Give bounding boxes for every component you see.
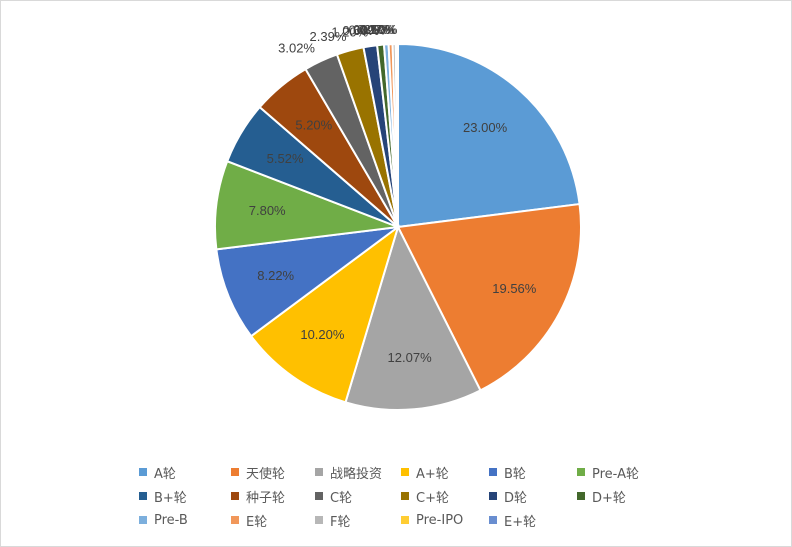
data-label: 7.80%	[249, 203, 286, 218]
legend-item: Pre-IPO	[401, 513, 463, 528]
legend-item: B+轮	[139, 487, 187, 506]
data-label: 3.02%	[278, 40, 315, 55]
data-label: 0.60%	[342, 23, 379, 38]
data-label: 10.20%	[300, 327, 345, 342]
data-label: 0.10%	[359, 22, 396, 37]
legend-label: B轮	[504, 466, 526, 482]
data-label: 19.56%	[492, 281, 537, 296]
legend-item: Pre-A轮	[577, 463, 639, 482]
legend-swatch	[577, 492, 585, 500]
data-label: 2.39%	[310, 29, 347, 44]
legend-item: A轮	[139, 463, 176, 482]
pie-slice	[215, 225, 402, 338]
legend-label: C轮	[330, 490, 353, 506]
legend-item: E轮	[231, 511, 267, 530]
data-label: 5.20%	[295, 118, 332, 133]
legend-swatch	[401, 468, 409, 476]
data-label: 0.10%	[361, 22, 398, 37]
legend-swatch	[231, 516, 239, 524]
legend-item: E+轮	[489, 511, 536, 530]
data-label: 8.22%	[257, 268, 294, 283]
pie-slice	[396, 202, 583, 392]
legend-row: Pre-B E轮 F轮 Pre-IPO E+轮	[139, 508, 699, 532]
legend-item: A+轮	[401, 463, 449, 482]
legend-swatch	[231, 492, 239, 500]
legend-label: B+轮	[154, 490, 187, 506]
legend-label: C+轮	[416, 490, 449, 506]
legend-item: Pre-B	[139, 513, 188, 528]
legend-swatch	[315, 516, 323, 524]
legend-label: D+轮	[592, 490, 626, 506]
data-label: 0.35%	[353, 22, 390, 37]
data-label: 0.27%	[357, 22, 394, 37]
data-label: 1.20%	[331, 24, 368, 39]
legend-item: C轮	[315, 487, 352, 506]
data-label: 23.00%	[463, 120, 508, 135]
legend-label: 种子轮	[246, 490, 286, 506]
legend-item: F轮	[315, 511, 350, 530]
legend-item: 天使轮	[231, 463, 285, 482]
data-label: 12.07%	[388, 350, 433, 365]
legend-label: 天使轮	[246, 466, 286, 482]
legend-swatch	[577, 468, 585, 476]
pie-slice	[249, 224, 400, 404]
legend-swatch	[231, 468, 239, 476]
legend-swatch	[401, 492, 409, 500]
pie-slice	[344, 224, 482, 411]
legend-swatch	[139, 468, 147, 476]
legend-label: Pre-A轮	[592, 466, 639, 482]
legend-item: 战略投资	[315, 463, 382, 482]
legend-label: D轮	[504, 490, 528, 506]
legend-swatch	[315, 492, 323, 500]
legend-item: D+轮	[577, 487, 626, 506]
legend-label: Pre-B	[154, 512, 188, 528]
legend-item: B轮	[489, 463, 526, 482]
legend-swatch	[489, 516, 497, 524]
legend-swatch	[139, 492, 147, 500]
legend-swatch	[315, 468, 323, 476]
data-label: 5.52%	[267, 151, 304, 166]
legend-item: D轮	[489, 487, 527, 506]
legend-label: A轮	[154, 466, 176, 482]
data-label: 0.40%	[349, 22, 386, 37]
legend-label: F轮	[330, 514, 351, 530]
legend-label: A+轮	[416, 466, 449, 482]
legend-swatch	[489, 468, 497, 476]
legend-label: Pre-IPO	[416, 512, 464, 528]
legend-row: A轮 天使轮 战略投资 A+轮 B轮 Pre-A轮	[139, 460, 699, 484]
legend-label: E轮	[246, 514, 268, 530]
pie-slice	[395, 42, 399, 228]
legend-item: 种子轮	[231, 487, 285, 506]
legend-label: E+轮	[504, 514, 537, 530]
legend-swatch	[139, 516, 147, 524]
legend-swatch	[489, 492, 497, 500]
legend-label: 战略投资	[330, 466, 383, 482]
legend-row: B+轮 种子轮 C轮 C+轮 D轮 D+轮	[139, 484, 699, 508]
legend-item: C+轮	[401, 487, 449, 506]
legend-swatch	[401, 516, 409, 524]
legend: A轮 天使轮 战略投资 A+轮 B轮 Pre-A轮 B+轮 种子轮 C轮 C+轮 D轮 D+轮 Pr…	[139, 460, 699, 532]
pie-slice	[397, 42, 581, 229]
